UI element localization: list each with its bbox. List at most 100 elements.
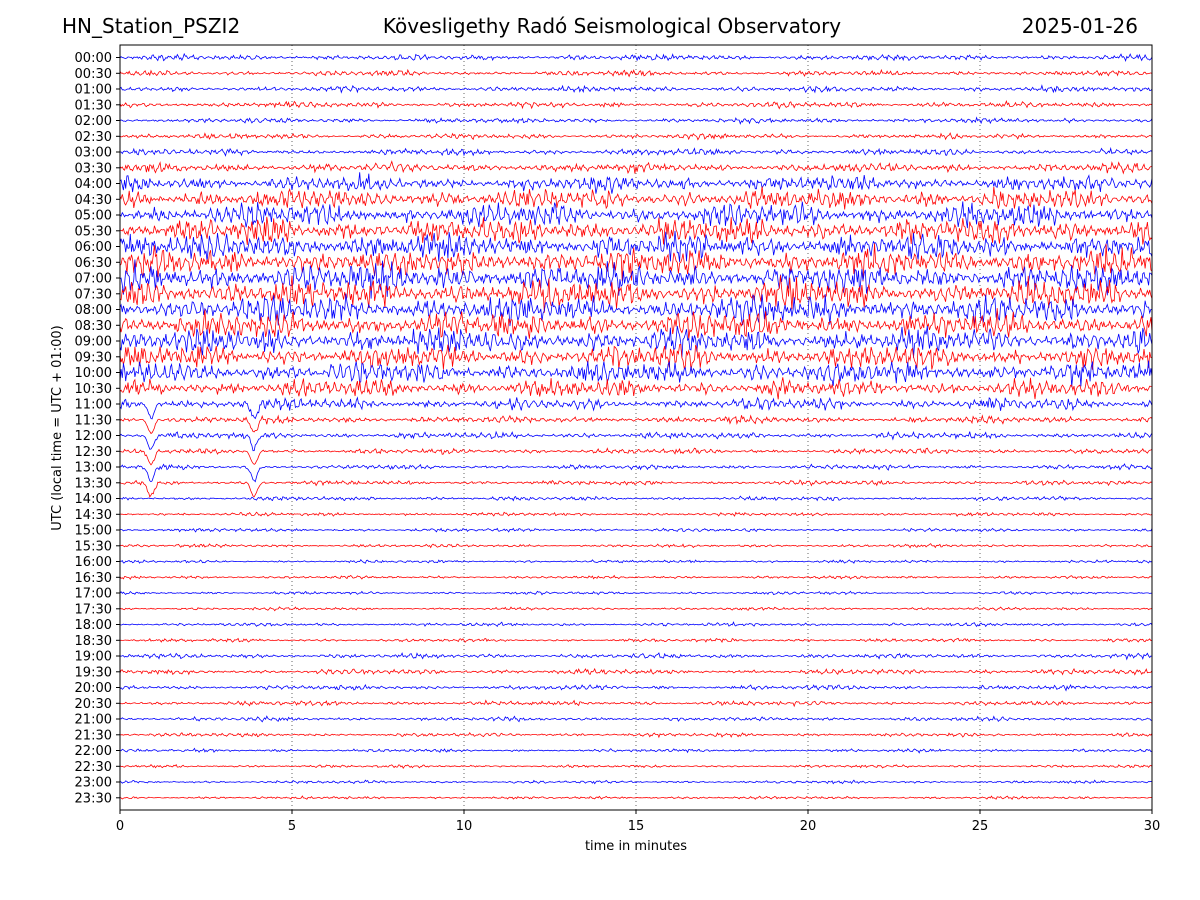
y-tick-label: 08:30 xyxy=(75,319,112,334)
x-tick-label: 10 xyxy=(456,819,473,834)
trace-1400 xyxy=(120,495,1152,502)
trace-1200 xyxy=(120,430,1152,452)
trace-2200 xyxy=(120,747,1152,754)
trace-1900 xyxy=(120,652,1152,661)
y-tick-label: 20:30 xyxy=(75,697,112,712)
seismic-traces xyxy=(120,52,1152,801)
trace-1000 xyxy=(120,360,1152,388)
trace-0930 xyxy=(120,344,1152,371)
y-tick-label: 05:00 xyxy=(75,209,112,224)
trace-0200 xyxy=(120,116,1152,125)
trace-0630 xyxy=(120,243,1152,282)
y-tick-label: 02:30 xyxy=(75,130,112,145)
trace-0230 xyxy=(120,132,1152,141)
trace-2300 xyxy=(120,779,1152,785)
trace-1230 xyxy=(120,447,1152,466)
y-tick-label: 23:30 xyxy=(75,791,112,806)
y-tick-label: 17:00 xyxy=(75,587,112,602)
trace-2100 xyxy=(120,715,1152,723)
y-tick-label: 12:30 xyxy=(75,445,112,460)
trace-2030 xyxy=(120,699,1152,708)
y-tick-label: 11:00 xyxy=(75,398,112,413)
y-tick-label: 19:30 xyxy=(75,665,112,680)
y-tick-label: 12:00 xyxy=(75,429,112,444)
y-tick-label: 03:30 xyxy=(75,161,112,176)
y-tick-label: 04:30 xyxy=(75,193,112,208)
observatory-title: Kövesligethy Radó Seismological Observat… xyxy=(382,14,842,38)
trace-1430 xyxy=(120,511,1152,517)
trace-1330 xyxy=(120,479,1152,498)
plot-frame xyxy=(119,44,1153,811)
y-tick-label: 06:30 xyxy=(75,256,112,271)
trace-2230 xyxy=(120,763,1152,769)
trace-2330 xyxy=(120,795,1152,801)
trace-1730 xyxy=(120,606,1152,612)
y-tick-label: 15:30 xyxy=(75,539,112,554)
trace-0300 xyxy=(120,146,1152,157)
trace-0530 xyxy=(120,216,1152,245)
trace-0430 xyxy=(120,186,1152,210)
y-tick-label: 15:00 xyxy=(75,524,112,539)
trace-0100 xyxy=(120,84,1152,94)
y-tick-label: 16:30 xyxy=(75,571,112,586)
y-tick-label: 01:00 xyxy=(75,83,112,98)
x-tick-label: 0 xyxy=(116,819,124,834)
x-tick-label: 20 xyxy=(800,819,817,834)
y-tick-label: 05:30 xyxy=(75,224,112,239)
trace-0800 xyxy=(120,293,1152,327)
y-tick-label: 06:00 xyxy=(75,240,112,255)
y-tick-label: 22:00 xyxy=(75,744,112,759)
trace-0700 xyxy=(120,259,1152,299)
x-axis-ticks: 0 5 10 15 20 25 30 xyxy=(116,810,1160,834)
trace-2000 xyxy=(120,683,1152,692)
y-axis-ticks: 00:0000:3001:0001:3002:0002:3003:0003:30… xyxy=(75,51,120,806)
y-tick-label: 13:00 xyxy=(75,461,112,476)
trace-1130 xyxy=(120,414,1152,435)
y-tick-label: 00:30 xyxy=(75,67,112,82)
y-tick-label: 09:30 xyxy=(75,350,112,365)
x-tick-label: 25 xyxy=(972,819,989,834)
date-title: 2025-01-26 xyxy=(1021,14,1138,38)
trace-1800 xyxy=(120,621,1152,628)
y-tick-label: 16:00 xyxy=(75,555,112,570)
y-tick-label: 17:30 xyxy=(75,602,112,617)
y-tick-label: 07:30 xyxy=(75,287,112,302)
y-tick-label: 20:00 xyxy=(75,681,112,696)
y-tick-label: 14:30 xyxy=(75,508,112,523)
trace-1930 xyxy=(120,667,1152,676)
trace-1830 xyxy=(120,637,1152,644)
trace-1700 xyxy=(120,590,1152,596)
y-tick-label: 21:30 xyxy=(75,728,112,743)
y-tick-label: 10:30 xyxy=(75,382,112,397)
y-tick-label: 09:00 xyxy=(75,335,112,350)
trace-0330 xyxy=(120,160,1152,175)
y-tick-label: 00:00 xyxy=(75,51,112,66)
trace-0730 xyxy=(120,275,1152,313)
y-tick-label: 10:00 xyxy=(75,366,112,381)
trace-0830 xyxy=(120,308,1152,340)
trace-2130 xyxy=(120,732,1152,739)
trace-1500 xyxy=(120,527,1152,533)
y-tick-label: 18:30 xyxy=(75,634,112,649)
y-tick-label: 22:30 xyxy=(75,760,112,775)
y-tick-label: 19:00 xyxy=(75,650,112,665)
y-tick-label: 18:00 xyxy=(75,618,112,633)
trace-1030 xyxy=(120,377,1152,400)
x-axis-label: time in minutes xyxy=(585,839,687,854)
trace-0000 xyxy=(120,52,1152,63)
y-tick-label: 21:00 xyxy=(75,713,112,728)
trace-0130 xyxy=(120,100,1152,110)
trace-0600 xyxy=(120,230,1152,262)
y-tick-label: 02:00 xyxy=(75,114,112,129)
x-tick-label: 15 xyxy=(628,819,645,834)
y-tick-label: 14:00 xyxy=(75,492,112,507)
station-title: HN_Station_PSZI2 xyxy=(62,14,241,38)
trace-1530 xyxy=(120,543,1152,549)
gridlines xyxy=(291,45,981,810)
y-tick-label: 01:30 xyxy=(75,98,112,113)
trace-0030 xyxy=(120,68,1152,78)
trace-0900 xyxy=(120,325,1152,358)
y-tick-label: 08:00 xyxy=(75,303,112,318)
x-tick-label: 5 xyxy=(288,819,296,834)
